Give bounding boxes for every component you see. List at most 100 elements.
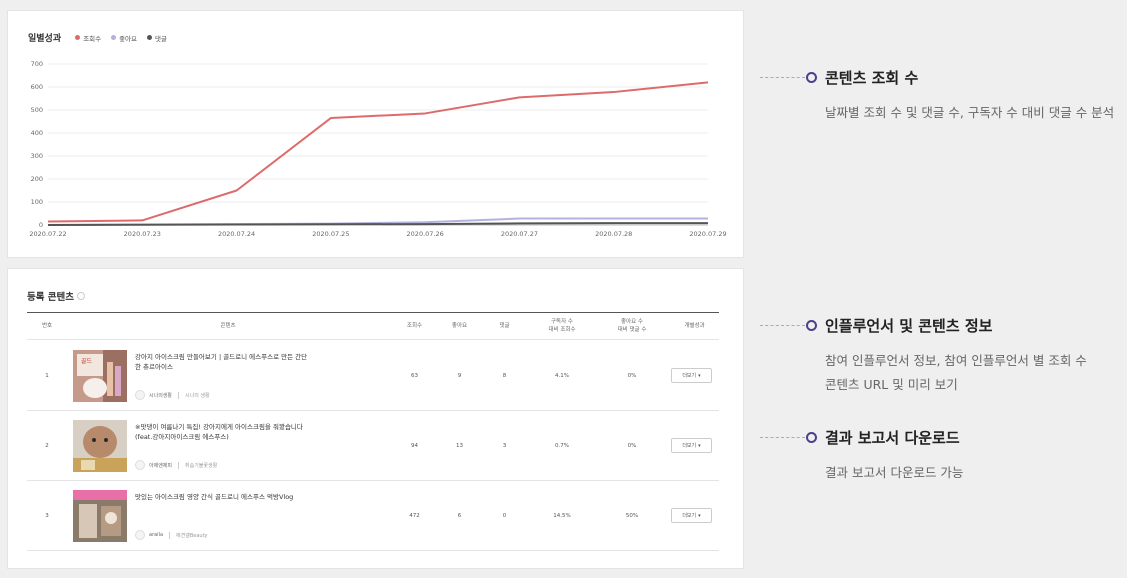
- x-tick-label: 2020.07.28: [595, 230, 632, 238]
- creator-channel: 애견갤Beauty: [176, 532, 208, 539]
- y-tick-label: 200: [31, 175, 43, 183]
- y-tick-label: 400: [31, 129, 43, 137]
- daily-performance-card: 일별성과 조회수 좋아요 댓글 0 100 200 300 400 500 600 700 20…: [7, 10, 744, 258]
- feature-desc: 참여 인플루언서 정보, 참여 인플루언서 별 조회 수: [825, 353, 1087, 368]
- connector-line: [760, 77, 805, 78]
- divider: [178, 391, 180, 399]
- creator-info[interactable]: 시나의생활 시나의 생활: [135, 390, 210, 400]
- creator-channel: 취솜기불꽃생활: [185, 462, 218, 469]
- legend-item-likes[interactable]: 좋아요: [111, 33, 137, 43]
- feature-desc: 결과 보고서 다운로드 가능: [825, 465, 964, 480]
- content-title[interactable]: 맛있는 아이스크림 영양 간식 골드로니 에스푸스 먹방Vlog: [135, 493, 294, 501]
- legend-dot-icon: [75, 35, 81, 40]
- header-comment-rate: 좋아요 수 대비 댓글 수: [617, 318, 647, 333]
- header-no: 번호: [41, 322, 53, 329]
- feature-desc: 콘텐츠 URL 및 미리 보기: [825, 377, 958, 392]
- header-likes: 좋아요: [451, 322, 468, 329]
- legend-item-views[interactable]: 조회수: [75, 33, 101, 43]
- more-button[interactable]: 더보기 ▾: [671, 438, 712, 453]
- feature-title: 콘텐츠 조회 수: [825, 69, 919, 87]
- avatar: [135, 530, 145, 540]
- comment-rate-value: 0%: [627, 443, 637, 449]
- x-tick-label: 2020.07.24: [218, 230, 255, 238]
- legend-item-comments[interactable]: 댓글: [147, 33, 167, 43]
- row-number: 1: [45, 373, 49, 379]
- feature-desc: 날짜별 조회 수 및 댓글 수, 구독자 수 대비 댓글 수 분석: [825, 105, 1115, 120]
- row-number: 2: [45, 443, 49, 449]
- circle-icon: [806, 72, 817, 83]
- video-thumbnail[interactable]: 골드: [73, 350, 127, 402]
- video-thumbnail[interactable]: [73, 490, 127, 542]
- video-thumbnail[interactable]: [73, 420, 127, 472]
- y-tick-label: 100: [31, 198, 43, 206]
- chart-title: 일별성과: [28, 34, 62, 44]
- y-tick-label: 300: [31, 152, 43, 160]
- x-tick-label: 2020.07.22: [29, 230, 66, 238]
- likes-value: 13: [456, 443, 463, 449]
- y-tick-label: 0: [39, 221, 43, 229]
- x-tick-label: 2020.07.25: [312, 230, 349, 238]
- more-button-label: 더보기: [682, 513, 697, 519]
- avatar: [135, 390, 145, 400]
- feature-title: 결과 보고서 다운로드: [825, 429, 960, 447]
- registered-content-card: 등록 콘텐츠 번호 콘텐츠 조회수 좋아요 댓글 구독자 수 대비 조회수 좋아…: [7, 268, 744, 569]
- series-line: [47, 81, 709, 223]
- comment-rate-value: 0%: [627, 373, 637, 379]
- view-rate-value: 14.5%: [553, 513, 571, 519]
- divider: [169, 531, 171, 539]
- creator-info[interactable]: 아제엔제피 취솜기불꽃생활: [135, 460, 217, 470]
- likes-value: 6: [457, 513, 462, 519]
- more-button-label: 더보기: [682, 443, 697, 449]
- likes-value: 9: [457, 373, 462, 379]
- comment-rate-value: 50%: [625, 513, 639, 519]
- table-row[interactable]: 1 골드 강아지 아이스크림 만들어보기 | 골드로니 에스푸스로 만든 간단한…: [27, 341, 719, 411]
- more-button[interactable]: 더보기 ▾: [671, 508, 712, 523]
- view-rate-value: 0.7%: [555, 443, 569, 449]
- table-row[interactable]: 3 맛있는 아이스크림 영양 간식 골드로니 에스푸스 먹방Vlog arail…: [27, 481, 719, 551]
- creator-channel: 시나의 생활: [185, 392, 210, 399]
- table-divider: [27, 312, 719, 313]
- table-row[interactable]: 2 ※맛댕이 여름나기 특집! 강아지에게 아이스크림을 줘봤습니다 (feat…: [27, 411, 719, 481]
- comments-value: 0: [502, 513, 507, 519]
- legend-dot-icon: [147, 35, 153, 40]
- creator-info[interactable]: araila 애견갤Beauty: [135, 530, 208, 540]
- svg-text:골드: 골드: [81, 358, 93, 365]
- views-value: 63: [411, 373, 418, 379]
- table-title: 등록 콘텐츠: [27, 289, 86, 303]
- header-comments: 댓글: [499, 322, 510, 329]
- series-line: [47, 222, 708, 226]
- caret-down-icon: ▾: [698, 372, 701, 379]
- legend-label: 조회수: [83, 34, 102, 43]
- connector-line: [760, 437, 805, 438]
- more-button-label: 더보기: [682, 373, 697, 379]
- header-content: 콘텐츠: [220, 322, 236, 329]
- y-tick-label: 500: [31, 106, 43, 114]
- legend-dot-icon: [111, 35, 117, 40]
- header-views: 조회수: [406, 322, 423, 329]
- creator-name: 아제엔제피: [149, 462, 173, 469]
- caret-down-icon: ▾: [698, 442, 701, 449]
- circle-icon: [806, 320, 817, 331]
- content-title[interactable]: 강아지 아이스크림 만들어보기 | 골드로니 에스푸스로 만든 간단한 츄르아이…: [135, 353, 308, 372]
- y-tick-label: 700: [31, 60, 43, 68]
- x-tick-label: 2020.07.23: [124, 230, 161, 238]
- divider: [178, 461, 180, 469]
- more-button[interactable]: 더보기 ▾: [671, 368, 712, 383]
- chart-header: 일별성과 조회수 좋아요 댓글: [28, 31, 167, 44]
- x-tick-label: 2020.07.27: [501, 230, 538, 238]
- x-tick-label: 2020.07.26: [407, 230, 444, 238]
- x-tick-label: 2020.07.29: [689, 230, 726, 238]
- view-rate-value: 4.1%: [555, 373, 569, 379]
- comments-value: 3: [502, 443, 507, 449]
- connector-line: [760, 325, 805, 326]
- header-view-rate: 구독자 수 대비 조회수: [548, 318, 576, 333]
- line-chart: 0 100 200 300 400 500 600 700 2020.07.22 2020.07.…: [29, 60, 726, 238]
- creator-name: 시나의생활: [149, 392, 173, 399]
- views-value: 472: [409, 513, 420, 519]
- creator-name: araila: [149, 532, 164, 538]
- content-title[interactable]: ※맛댕이 여름나기 특집! 강아지에게 아이스크림을 줘봤습니다 (feat.강…: [135, 423, 303, 442]
- info-icon[interactable]: [77, 292, 86, 300]
- chart-legend: 조회수 좋아요 댓글: [75, 33, 167, 43]
- header-individual-performance: 개별성과: [684, 322, 705, 329]
- legend-label: 좋아요: [119, 34, 138, 43]
